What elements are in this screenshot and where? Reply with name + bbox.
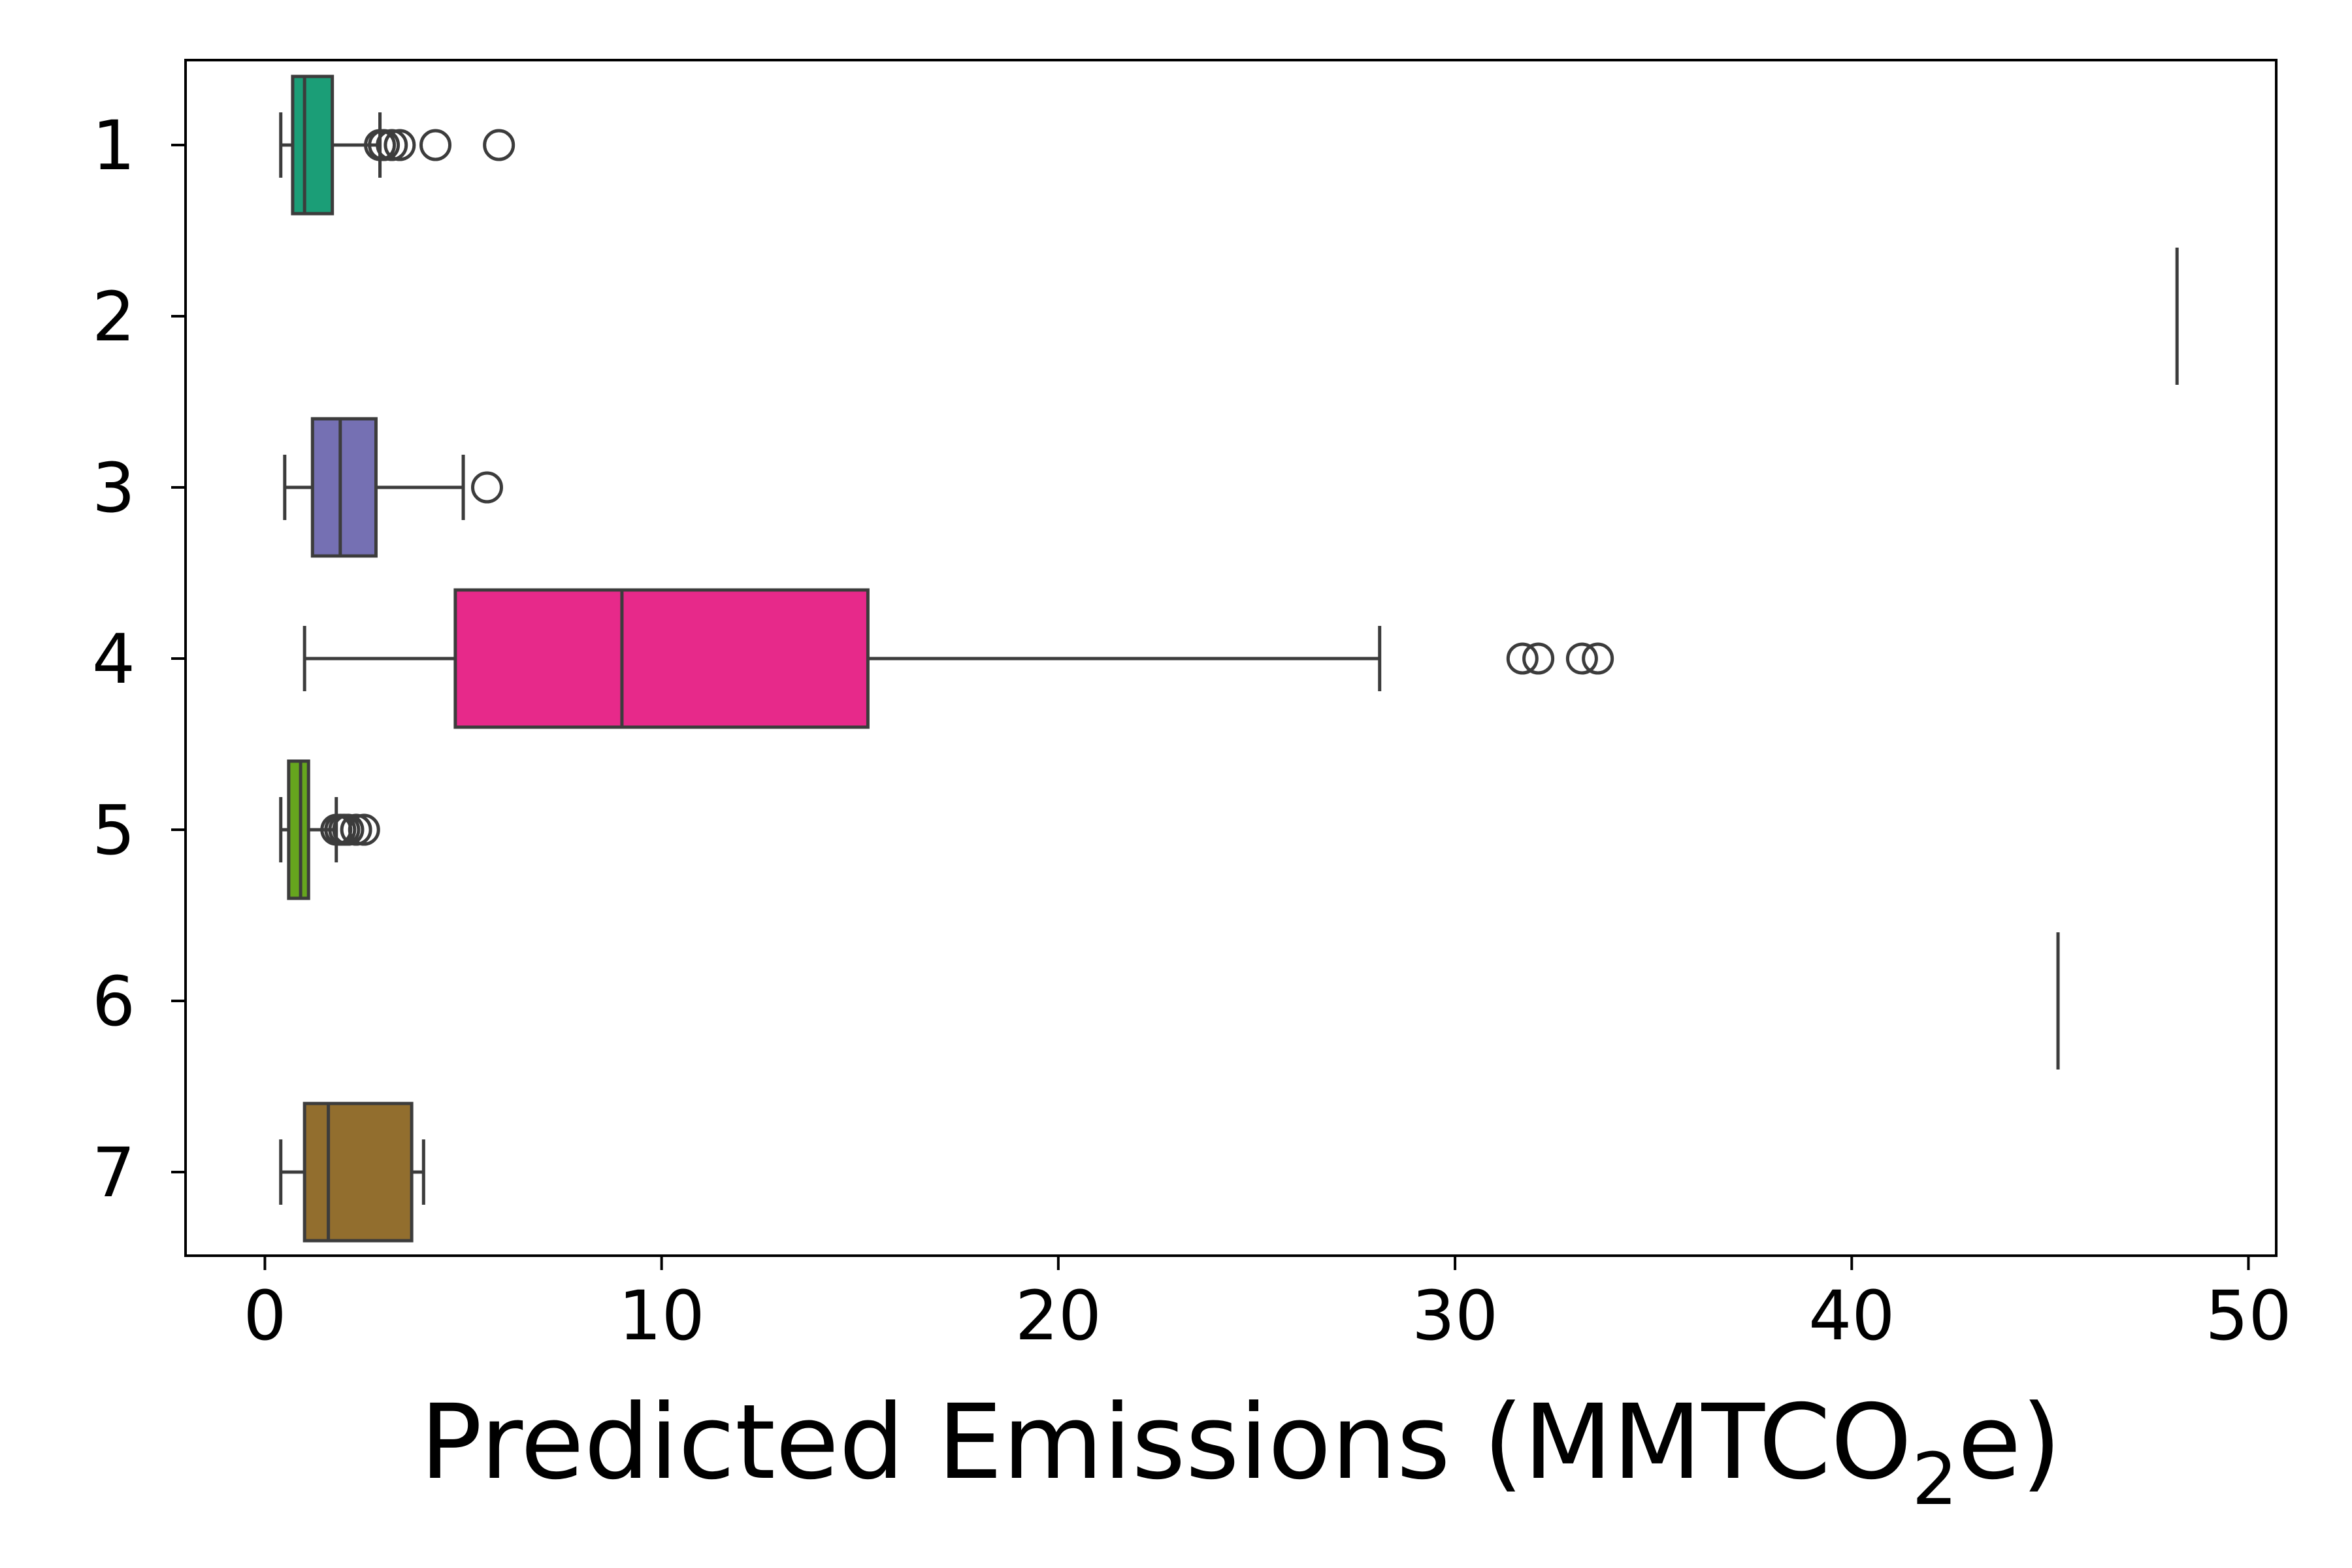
x-tick-label: 40 [1808,1276,1895,1356]
box-iqr [453,588,870,729]
box-7 [279,1102,425,1243]
y-tick-label: 2 [92,277,135,357]
outlier-point [368,129,400,161]
outlier-point [470,471,503,504]
y-tick-label: 5 [92,791,135,870]
y-tick-label: 6 [92,962,135,1041]
x-tick-label: 0 [243,1276,286,1356]
y-tick-label: 4 [92,619,135,699]
outlier-point [1582,642,1614,675]
x-tick-label: 30 [1412,1276,1498,1356]
y-tick-label: 7 [92,1133,135,1213]
box-3 [283,417,503,558]
x-tick-label: 20 [1015,1276,1102,1356]
outlier-point [376,129,408,161]
outlier-point [332,813,365,846]
outlier-point [483,129,515,161]
box-5 [279,759,380,900]
outlier-point [1565,642,1598,675]
box-1 [279,74,515,216]
x-axis-label-subscript: 2 [1912,1437,1957,1521]
outlier-point [384,129,416,161]
box-iqr [302,1102,414,1243]
box-4 [302,588,1614,729]
outlier-point [1506,642,1539,675]
axes: 1 2 3 4 5 6 7 0 10 20 30 40 50 [92,106,2292,1356]
y-tick-label: 1 [92,106,135,186]
x-tick-label: 10 [618,1276,704,1356]
box-iqr [291,74,335,216]
box-iqr [287,759,310,900]
x-tick-label: 50 [2205,1276,2291,1356]
outlier-point [340,813,372,846]
y-tick-label: 3 [92,448,135,528]
outlier-point [348,813,380,846]
plot-area [279,74,2179,1243]
box-iqr [310,417,378,558]
outlier-point [1522,642,1555,675]
x-axis-label-prefix: Predicted Emissions (MMTCO [420,1382,1912,1503]
x-axis-label-suffix: e) [1957,1382,2061,1503]
x-axis-label: Predicted Emissions (MMTCO2e) [420,1382,2062,1521]
outlier-point [419,129,452,161]
